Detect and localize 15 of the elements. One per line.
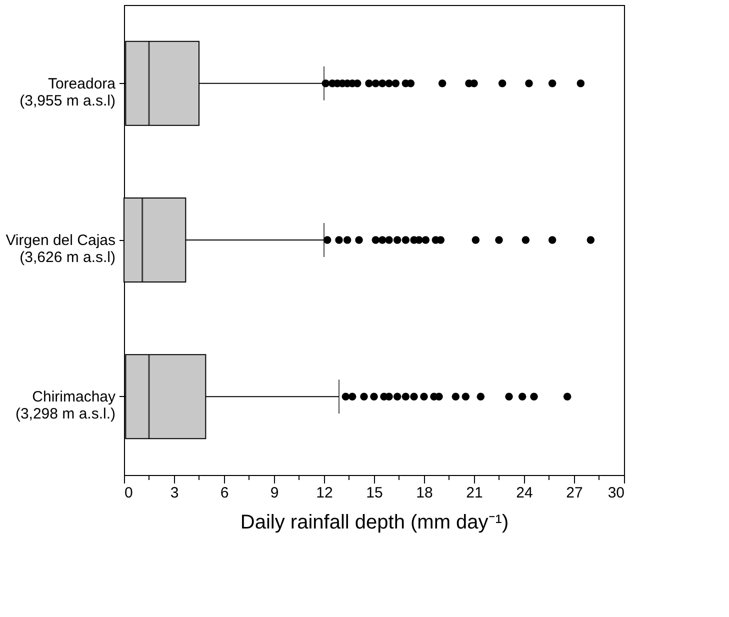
x-tick-label: 12 xyxy=(316,484,333,502)
y-tick-label: Virgen del Cajas (3,626 m a.s.l) xyxy=(6,232,116,266)
x-tick-label: 24 xyxy=(516,484,533,502)
x-tick-label: 30 xyxy=(608,484,624,502)
x-tick-label: 9 xyxy=(270,484,279,502)
x-tick-label: 0 xyxy=(124,484,133,502)
x-tick-label: 15 xyxy=(366,484,383,502)
y-tick-label: Chirimachay (3,298 m a.s.l.) xyxy=(15,388,116,423)
y-tick-label: Toreadora (3,955 m a.s.l) xyxy=(20,75,116,110)
x-tick-label: 21 xyxy=(466,484,483,502)
x-tick-label: 18 xyxy=(416,484,433,502)
x-tick-label: 3 xyxy=(170,484,179,502)
x-axis-title: Daily rainfall depth (mm day⁻¹) xyxy=(240,512,509,534)
x-tick-label: 27 xyxy=(566,484,583,502)
x-tick-label: 6 xyxy=(220,484,229,502)
